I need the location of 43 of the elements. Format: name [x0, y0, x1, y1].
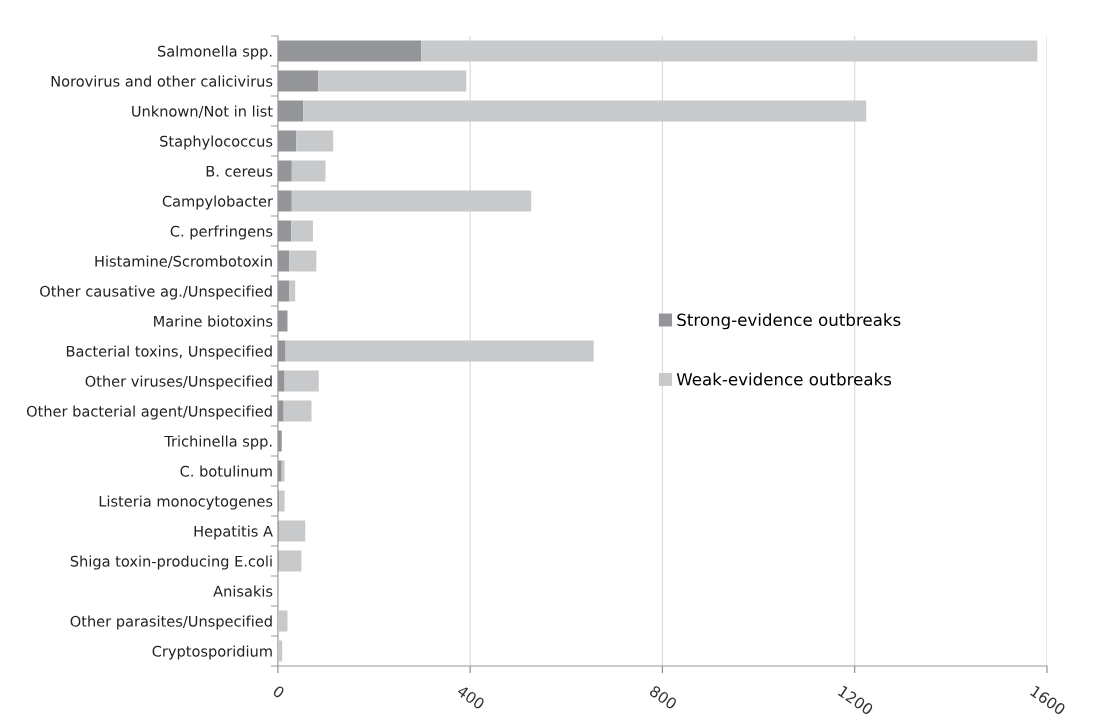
bar — [281, 460, 285, 482]
bar — [291, 220, 313, 242]
bar — [284, 370, 319, 392]
y-tick-label: Other causative ag./Unspecified — [40, 285, 272, 300]
legend-label: Strong-evidence outbreaks — [677, 313, 901, 330]
y-tick-label: Marine biotoxins — [154, 315, 273, 327]
y-tick-label: Listeria monocytogenes — [99, 495, 273, 510]
y-tick-label: Norovirus and other calicivirus — [51, 75, 273, 87]
y-tick-label: Histamine/Scrombotoxin — [95, 255, 272, 268]
x-tick-label: 0 — [272, 684, 286, 699]
y-tick-label: C. perfringens — [170, 225, 273, 240]
y-tick-label: Staphylococcus — [160, 135, 273, 150]
y-tick-label: Shiga toxin-producing E.coli — [70, 555, 272, 570]
y-tick-label: Hepatitis A — [194, 525, 273, 540]
bar — [291, 190, 532, 212]
y-tick-label: Anisakis — [213, 585, 273, 597]
bar — [296, 130, 334, 152]
y-tick-label: Campylobacter — [162, 195, 274, 210]
x-tick-label: 400 — [456, 684, 486, 710]
bar — [303, 100, 867, 122]
y-tick-label: Unknown/Not in list — [132, 105, 273, 118]
bar — [289, 280, 296, 302]
bar — [283, 400, 312, 422]
y-tick-label: Bacterial toxins, Unspecified — [66, 345, 272, 360]
bar — [318, 70, 467, 92]
legend-label: Weak-evidence outbreaks — [676, 372, 892, 386]
y-tick-label: Cryptosporidium — [152, 645, 272, 660]
y-tick-label: Salmonella spp. — [157, 45, 272, 60]
bar — [291, 160, 326, 182]
y-tick-label: B. cereus — [206, 165, 273, 177]
y-tick-label: Other viruses/Unspecified — [85, 375, 272, 390]
y-tick-label: Other parasites/Unspecified — [70, 615, 272, 630]
bar — [277, 640, 283, 662]
bar — [421, 40, 1038, 62]
bar — [278, 520, 306, 542]
x-tick-label: 800 — [648, 684, 678, 710]
bar — [289, 250, 317, 272]
y-tick-label: Trichinella spp. — [164, 435, 272, 450]
y-tick-label: Other bacterial agent/Unspecified — [26, 405, 272, 420]
bar — [279, 490, 285, 512]
bar — [278, 550, 302, 572]
bar — [285, 340, 594, 362]
y-tick-label: C. botulinum — [180, 465, 272, 477]
